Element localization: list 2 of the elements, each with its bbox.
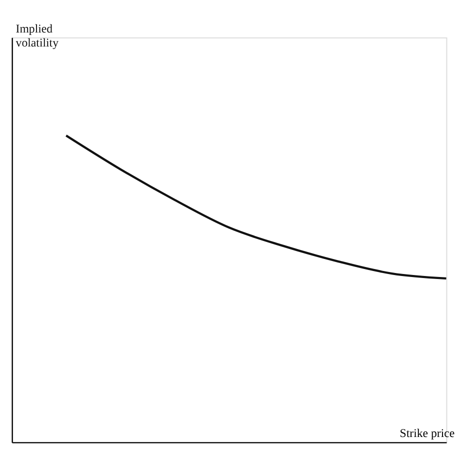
- text: Implied volatility: [16, 21, 59, 50]
- x-axis-title: Strike price: [400, 426, 455, 440]
